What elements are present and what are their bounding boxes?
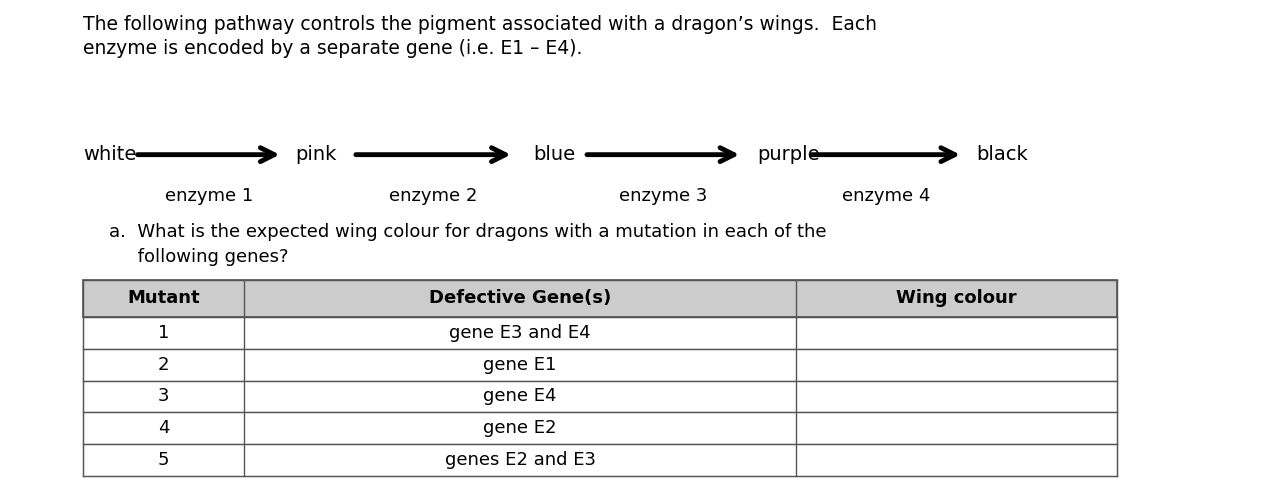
Text: genes E2 and E3: genes E2 and E3 <box>444 451 596 469</box>
Text: a.  What is the expected wing colour for dragons with a mutation in each of the: a. What is the expected wing colour for … <box>109 223 827 242</box>
Text: The following pathway controls the pigment associated with a dragon’s wings.  Ea: The following pathway controls the pigme… <box>83 15 877 34</box>
Text: enzyme 2: enzyme 2 <box>389 187 478 205</box>
Text: black: black <box>976 145 1027 164</box>
Text: Wing colour: Wing colour <box>896 289 1017 307</box>
Text: enzyme is encoded by a separate gene (i.e. E1 – E4).: enzyme is encoded by a separate gene (i.… <box>83 39 583 58</box>
Text: gene E1: gene E1 <box>483 355 557 374</box>
Text: white: white <box>83 145 137 164</box>
Text: enzyme 3: enzyme 3 <box>619 187 707 205</box>
Text: following genes?: following genes? <box>109 248 289 266</box>
Text: enzyme 1: enzyme 1 <box>164 187 253 205</box>
Bar <box>83 412 1117 444</box>
Text: 4: 4 <box>158 419 169 437</box>
Bar <box>83 349 1117 381</box>
Bar <box>83 444 1117 476</box>
Text: 3: 3 <box>158 387 169 406</box>
Bar <box>83 381 1117 412</box>
Text: gene E3 and E4: gene E3 and E4 <box>449 324 591 342</box>
Bar <box>83 280 1117 317</box>
Bar <box>83 317 1117 349</box>
Text: gene E2: gene E2 <box>483 419 557 437</box>
Text: Defective Gene(s): Defective Gene(s) <box>429 289 611 307</box>
Text: 1: 1 <box>158 324 169 342</box>
Text: 5: 5 <box>158 451 169 469</box>
Text: enzyme 4: enzyme 4 <box>842 187 930 205</box>
Text: blue: blue <box>533 145 575 164</box>
Text: pink: pink <box>295 145 336 164</box>
Text: gene E4: gene E4 <box>483 387 557 406</box>
Text: 2: 2 <box>158 355 169 374</box>
Text: Mutant: Mutant <box>127 289 200 307</box>
Text: purple: purple <box>758 145 820 164</box>
